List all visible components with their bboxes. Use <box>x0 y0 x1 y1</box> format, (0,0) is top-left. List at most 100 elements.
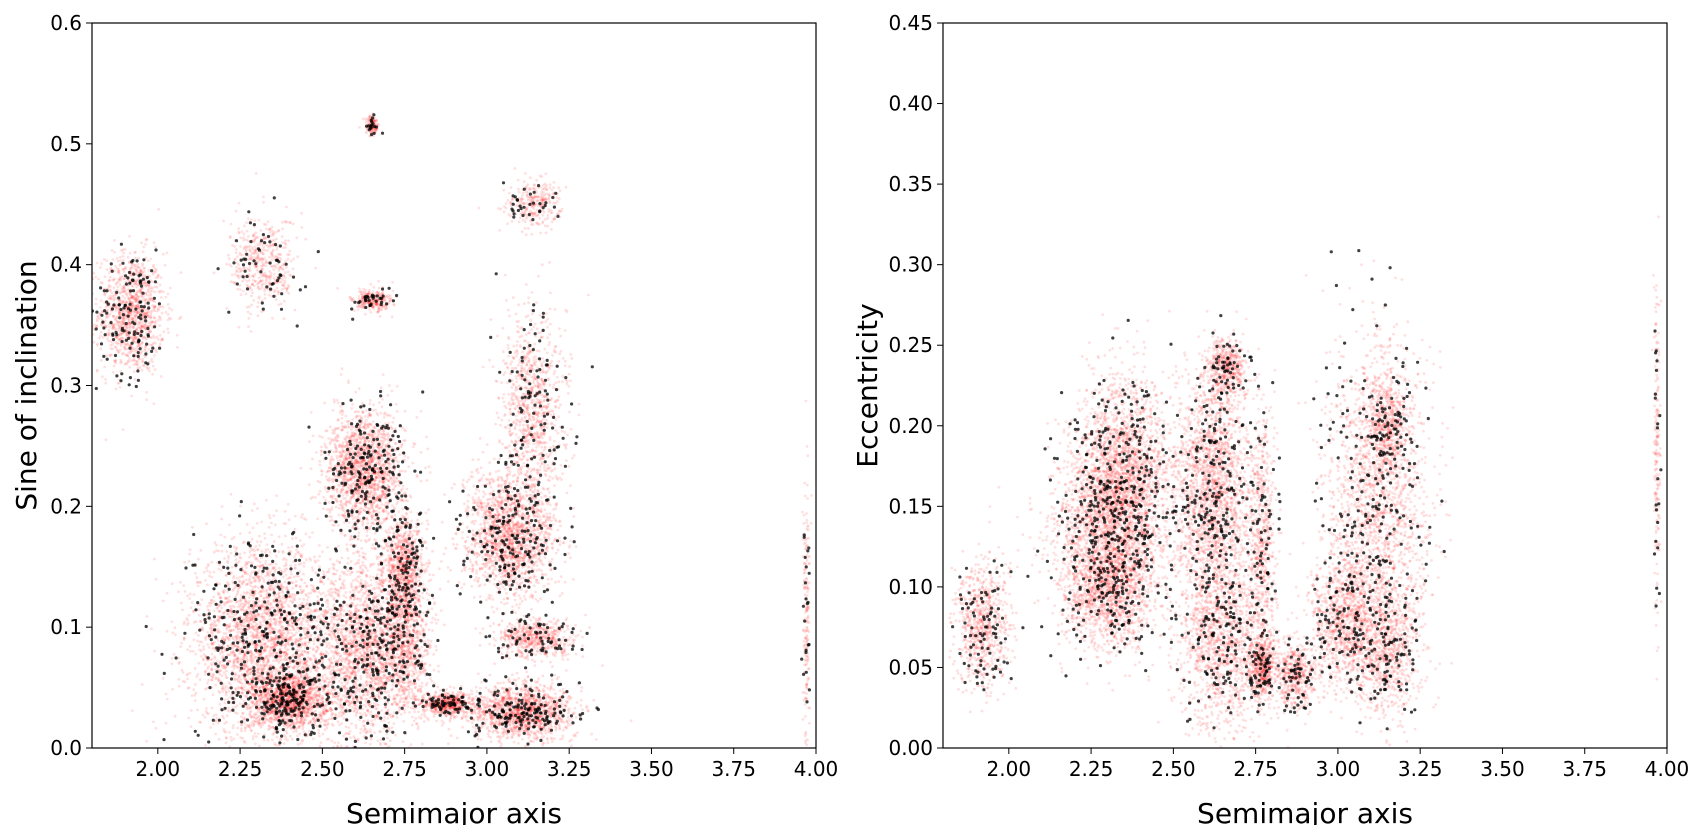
density-point <box>234 705 237 709</box>
density-point <box>327 501 331 504</box>
density-point <box>206 631 210 634</box>
density-point <box>245 583 248 586</box>
density-point <box>278 616 282 620</box>
density-point <box>172 652 176 656</box>
density-point <box>187 686 191 690</box>
density-point <box>302 730 306 734</box>
density-point <box>310 610 314 614</box>
density-point <box>248 706 252 709</box>
density-point <box>259 666 262 670</box>
density-point <box>314 695 318 699</box>
density-point <box>292 612 296 616</box>
density-point <box>274 568 277 572</box>
density-point <box>188 592 192 596</box>
density-point <box>282 742 286 745</box>
density-point <box>174 633 177 637</box>
density-point <box>99 266 102 269</box>
density-point <box>274 672 278 676</box>
density-point <box>271 627 275 630</box>
density-point <box>144 355 147 359</box>
density-point <box>114 346 118 349</box>
density-point <box>108 278 111 282</box>
density-point <box>217 618 221 621</box>
density-point <box>133 310 137 313</box>
density-point <box>109 344 113 347</box>
density-point <box>224 574 228 577</box>
density-point <box>327 567 331 571</box>
density-point <box>217 689 221 693</box>
density-point <box>262 580 266 583</box>
density-point <box>112 278 116 282</box>
density-point <box>142 283 146 287</box>
density-point <box>121 336 124 340</box>
density-point <box>283 509 287 513</box>
density-point <box>173 626 177 630</box>
density-point <box>130 394 134 398</box>
density-point <box>257 569 261 573</box>
density-point <box>159 296 163 299</box>
density-point <box>245 707 249 710</box>
density-point <box>167 331 170 334</box>
density-point <box>121 300 125 303</box>
density-point <box>247 703 251 707</box>
density-point <box>198 648 201 652</box>
density-point <box>217 567 221 571</box>
density-point <box>189 606 193 610</box>
density-point <box>231 646 235 650</box>
density-point <box>248 531 252 534</box>
density-point <box>156 337 160 341</box>
density-point <box>150 298 154 302</box>
density-point <box>268 516 272 520</box>
density-point <box>248 577 252 581</box>
density-point <box>221 635 225 639</box>
density-point <box>159 305 163 308</box>
density-point <box>292 598 295 601</box>
density-point <box>141 262 145 266</box>
density-point <box>264 624 268 627</box>
density-point <box>327 737 331 741</box>
density-point <box>161 677 165 680</box>
density-point <box>311 568 315 572</box>
density-point <box>291 625 295 629</box>
density-point <box>103 275 107 279</box>
density-point <box>286 738 289 742</box>
density-point <box>245 600 249 604</box>
density-point <box>227 689 231 693</box>
density-point <box>187 560 191 563</box>
density-point <box>298 732 302 736</box>
density-point <box>296 734 299 738</box>
density-point <box>280 633 284 637</box>
density-point <box>154 270 157 274</box>
density-point <box>246 668 250 672</box>
density-point <box>128 299 131 303</box>
density-point <box>314 709 318 713</box>
density-point <box>230 565 234 569</box>
density-point <box>132 370 136 374</box>
density-point <box>119 259 122 263</box>
density-point <box>294 610 298 613</box>
density-point <box>129 351 132 354</box>
density-point <box>159 375 163 378</box>
density-point <box>178 317 181 321</box>
density-point <box>222 686 226 690</box>
density-point <box>245 523 249 526</box>
density-point <box>176 345 179 349</box>
density-point <box>179 601 183 605</box>
density-point <box>241 736 245 740</box>
density-point <box>280 624 284 628</box>
density-point <box>140 341 144 344</box>
density-point <box>203 662 207 666</box>
density-point <box>279 666 283 669</box>
density-point <box>197 644 201 647</box>
density-point <box>229 735 233 739</box>
density-point <box>109 340 113 344</box>
density-point <box>158 290 162 294</box>
density-point <box>321 674 325 678</box>
density-point <box>133 314 137 318</box>
density-point <box>279 655 283 659</box>
density-point <box>203 570 206 574</box>
density-point <box>205 711 209 715</box>
density-point <box>293 633 297 637</box>
density-point <box>238 652 242 655</box>
density-point <box>105 259 109 262</box>
